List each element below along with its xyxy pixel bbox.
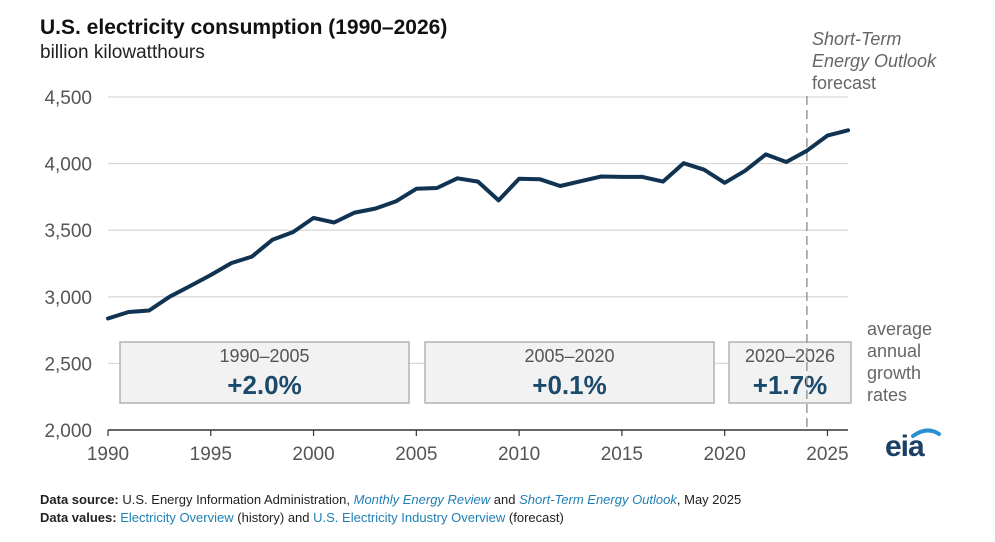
data-point-2010: 2010: 3887 [516, 176, 522, 182]
growth-box-rate-2: +0.1% [532, 370, 606, 400]
footer-source-text-3: , May 2025 [676, 492, 742, 507]
data-point-2005: 2005: 3811 [413, 186, 419, 192]
short-term-energy-outlook-link[interactable]: Short-Term Energy Outlook [519, 492, 677, 507]
data-point-1992: 1992: 2897 [146, 308, 152, 314]
growth-note-line4: rates [867, 385, 907, 405]
data-point-1999: 1999: 3486 [290, 229, 296, 235]
data-point-2025: 2025: 4210 [824, 133, 830, 139]
y-tick-label-2500: 2,500 [44, 354, 92, 375]
footer-values-text-2: (forecast) [508, 510, 564, 525]
data-point-2007: 2007: 3890 [454, 175, 460, 181]
x-tick-label-2020: 2020 [704, 444, 746, 465]
growth-rate-boxes: 1990–2005 +2.0% 2005–2020 +0.1% 2020–2026 +1.… [119, 341, 852, 404]
growth-box-period-1: 1990–2005 [219, 346, 309, 366]
growth-box-1 [119, 341, 410, 404]
electricity-industry-overview-link[interactable]: U.S. Electricity Industry Overview [313, 510, 506, 525]
eia-logo-swoosh-icon [911, 428, 941, 438]
footer-values-label: Data values: [40, 510, 117, 525]
y-tick-label-2000: 2,000 [44, 421, 92, 442]
growth-note-line3: growth [867, 363, 921, 383]
eia-logo-text: eia [885, 430, 925, 463]
y-tick-label-4500: 4,500 [44, 88, 92, 109]
data-point-2008: 2008: 3865 [475, 179, 481, 185]
x-axis: 1990 1995 2000 2005 2010 2015 2020 2025 [87, 429, 849, 465]
growth-box-rate-3: +1.7% [753, 370, 827, 400]
data-point-2016: 2016: 3900 [639, 174, 645, 180]
footer-source-label: Data source: [40, 492, 119, 507]
footer-source-text-2: and [493, 492, 516, 507]
x-tick-label-2005: 2005 [395, 444, 437, 465]
data-point-1997: 1997: 3302 [249, 254, 255, 260]
eia-logo: eia [883, 424, 943, 464]
data-point-2015: 2015: 3900 [619, 174, 625, 180]
data-point-2023: 2023: 4012 [783, 159, 789, 165]
data-point-2011: 2011: 3883 [537, 176, 543, 182]
footer-source-text-1: U.S. Energy Information Administration, [122, 492, 350, 507]
data-point-2009: 2009: 3724 [496, 197, 502, 203]
data-point-1993: 1993: 3001 [167, 294, 173, 300]
x-tick-label-2015: 2015 [601, 444, 643, 465]
data-point-2022: 2022: 4069 [763, 151, 769, 157]
data-point-1990: 1990: 2837 [105, 316, 111, 322]
growth-note-line1: average [867, 319, 932, 339]
electricity-overview-link[interactable]: Electricity Overview [120, 510, 234, 525]
x-tick-label-1990: 1990 [87, 444, 129, 465]
y-tick-label-3500: 3,500 [44, 221, 92, 242]
growth-box-period-2: 2005–2020 [524, 346, 614, 366]
monthly-energy-review-link[interactable]: Monthly Energy Review [353, 492, 491, 507]
growth-box-2 [424, 341, 715, 404]
forecast-label-line1: Short-Term [812, 29, 901, 49]
forecast-label-line3: forecast [812, 73, 876, 93]
footer-values: Data values: Electricity Overview (histo… [40, 510, 564, 525]
y-tick-label-3000: 3,000 [44, 288, 92, 309]
gridlines [108, 96, 848, 365]
x-tick-label-2025: 2025 [806, 444, 848, 465]
growth-box-3 [728, 341, 852, 404]
data-point-2013: 2013: 3868 [578, 178, 584, 184]
data-point-2024: 2024: 4097 [804, 148, 810, 154]
data-point-2017: 2017: 3865 [660, 179, 666, 185]
growth-note-line2: annual [867, 341, 921, 361]
data-point-2018: 2018: 4003 [681, 160, 687, 166]
chart-subtitle: billion kilowatthours [40, 42, 205, 63]
data-point-2003: 2003: 3662 [372, 206, 378, 212]
data-point-2014: 2014: 3903 [598, 174, 604, 180]
data-point-2001: 2001: 3558 [331, 219, 337, 225]
y-tick-label-4000: 4,000 [44, 155, 92, 176]
data-point-2006: 2006: 3817 [434, 185, 440, 191]
growth-box-rate-1: +2.0% [227, 370, 301, 400]
data-point-2002: 2002: 3632 [352, 210, 358, 216]
x-tick-label-2010: 2010 [498, 444, 540, 465]
footer-source: Data source: U.S. Energy Information Adm… [40, 492, 741, 507]
data-point-1998: 1998: 3428 [269, 237, 275, 243]
consumption-series-line [106, 128, 850, 321]
x-tick-label-1995: 1995 [190, 444, 232, 465]
data-point-2026: 2026: 4250 [845, 127, 851, 133]
chart-title: U.S. electricity consumption (1990–2026) [40, 16, 448, 39]
data-point-1991: 1991: 2886 [126, 309, 132, 315]
data-point-1994: 1994: 3081 [187, 283, 193, 289]
data-point-2021: 2021: 3947 [742, 168, 748, 174]
data-point-1996: 1996: 3253 [228, 260, 234, 266]
growth-box-period-3: 2020–2026 [745, 346, 835, 366]
footer-values-text-1: (history) and [237, 510, 310, 525]
y-axis-tick-labels: 2,000 2,500 3,000 3,500 4,000 4,500 [44, 88, 92, 442]
forecast-label-line2: Energy Outlook [812, 51, 937, 71]
consumption-data-points: 1990: 2837 1991: 2886 1992: 2897 1993: 3001… [105, 127, 851, 321]
data-point-2000: 2000: 3592 [311, 215, 317, 221]
data-point-2004: 2004: 3716 [393, 198, 399, 204]
x-tick-label-2000: 2000 [292, 444, 334, 465]
data-point-2012: 2012: 3832 [557, 183, 563, 189]
data-point-2019: 2019: 3954 [701, 167, 707, 173]
data-point-2020: 2020: 3856 [722, 180, 728, 186]
data-point-1995: 1995: 3164 [208, 272, 214, 278]
